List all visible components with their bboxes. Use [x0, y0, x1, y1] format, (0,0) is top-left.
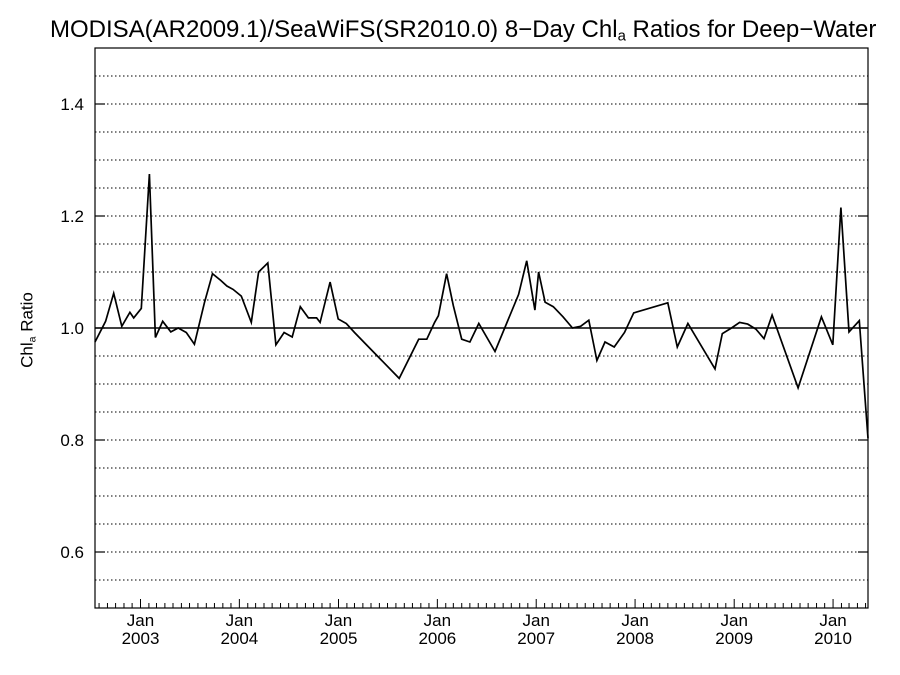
x-tick-label-year: 2004 [220, 629, 258, 648]
y-axis-label-subscript: a [26, 336, 39, 343]
x-tick-label-month: Jan [720, 611, 747, 630]
x-tick-label-year: 2009 [715, 629, 753, 648]
x-tick-label-year: 2007 [517, 629, 555, 648]
chart-title-prefix: MODISA(AR2009.1)/SeaWiFS(SR2010.0) 8−Day… [50, 16, 618, 43]
x-tick-label-year: 2005 [320, 629, 358, 648]
x-tick-label-month: Jan [226, 611, 253, 630]
y-axis-tick-labels: 0.6 0.8 1.0 1.2 1.4 [60, 95, 84, 562]
y-tick-label: 1.2 [60, 207, 84, 226]
series-layer [94, 173, 869, 439]
chart-title: MODISA(AR2009.1)/SeaWiFS(SR2010.0) 8−Day… [50, 16, 900, 46]
x-tick-label-month: Jan [523, 611, 550, 630]
x-tick-label-year: 2008 [616, 629, 654, 648]
y-tick-label: 1.4 [60, 95, 84, 114]
plot-frame [94, 47, 869, 609]
x-tick-label-month: Jan [819, 611, 846, 630]
y-axis-label: Chla Ratio [18, 292, 39, 368]
x-tick-label-month: Jan [127, 611, 154, 630]
x-tick-label-month: Jan [325, 611, 352, 630]
y-axis-label-prefix: Chl [17, 342, 37, 368]
x-tick-label-year: 2006 [418, 629, 456, 648]
x-axis-tick-labels: Jan2003Jan2004Jan2005Jan2006Jan2007Jan20… [122, 611, 852, 648]
x-tick-label-year: 2003 [122, 629, 160, 648]
x-axis-ticks [98, 599, 867, 608]
y-tick-label: 1.0 [60, 319, 84, 338]
y-axis-label-suffix: Ratio [17, 292, 37, 337]
series-line [94, 173, 869, 439]
x-tick-label-month: Jan [424, 611, 451, 630]
x-tick-label-year: 2010 [814, 629, 852, 648]
x-tick-label-month: Jan [621, 611, 648, 630]
y-tick-label: 0.6 [60, 543, 84, 562]
grid-lines [95, 75, 868, 581]
chart-title-suffix: Ratios for Deep−Water [625, 16, 877, 43]
y-tick-label: 0.8 [60, 431, 84, 450]
chart-title-subscript: a [617, 28, 626, 45]
